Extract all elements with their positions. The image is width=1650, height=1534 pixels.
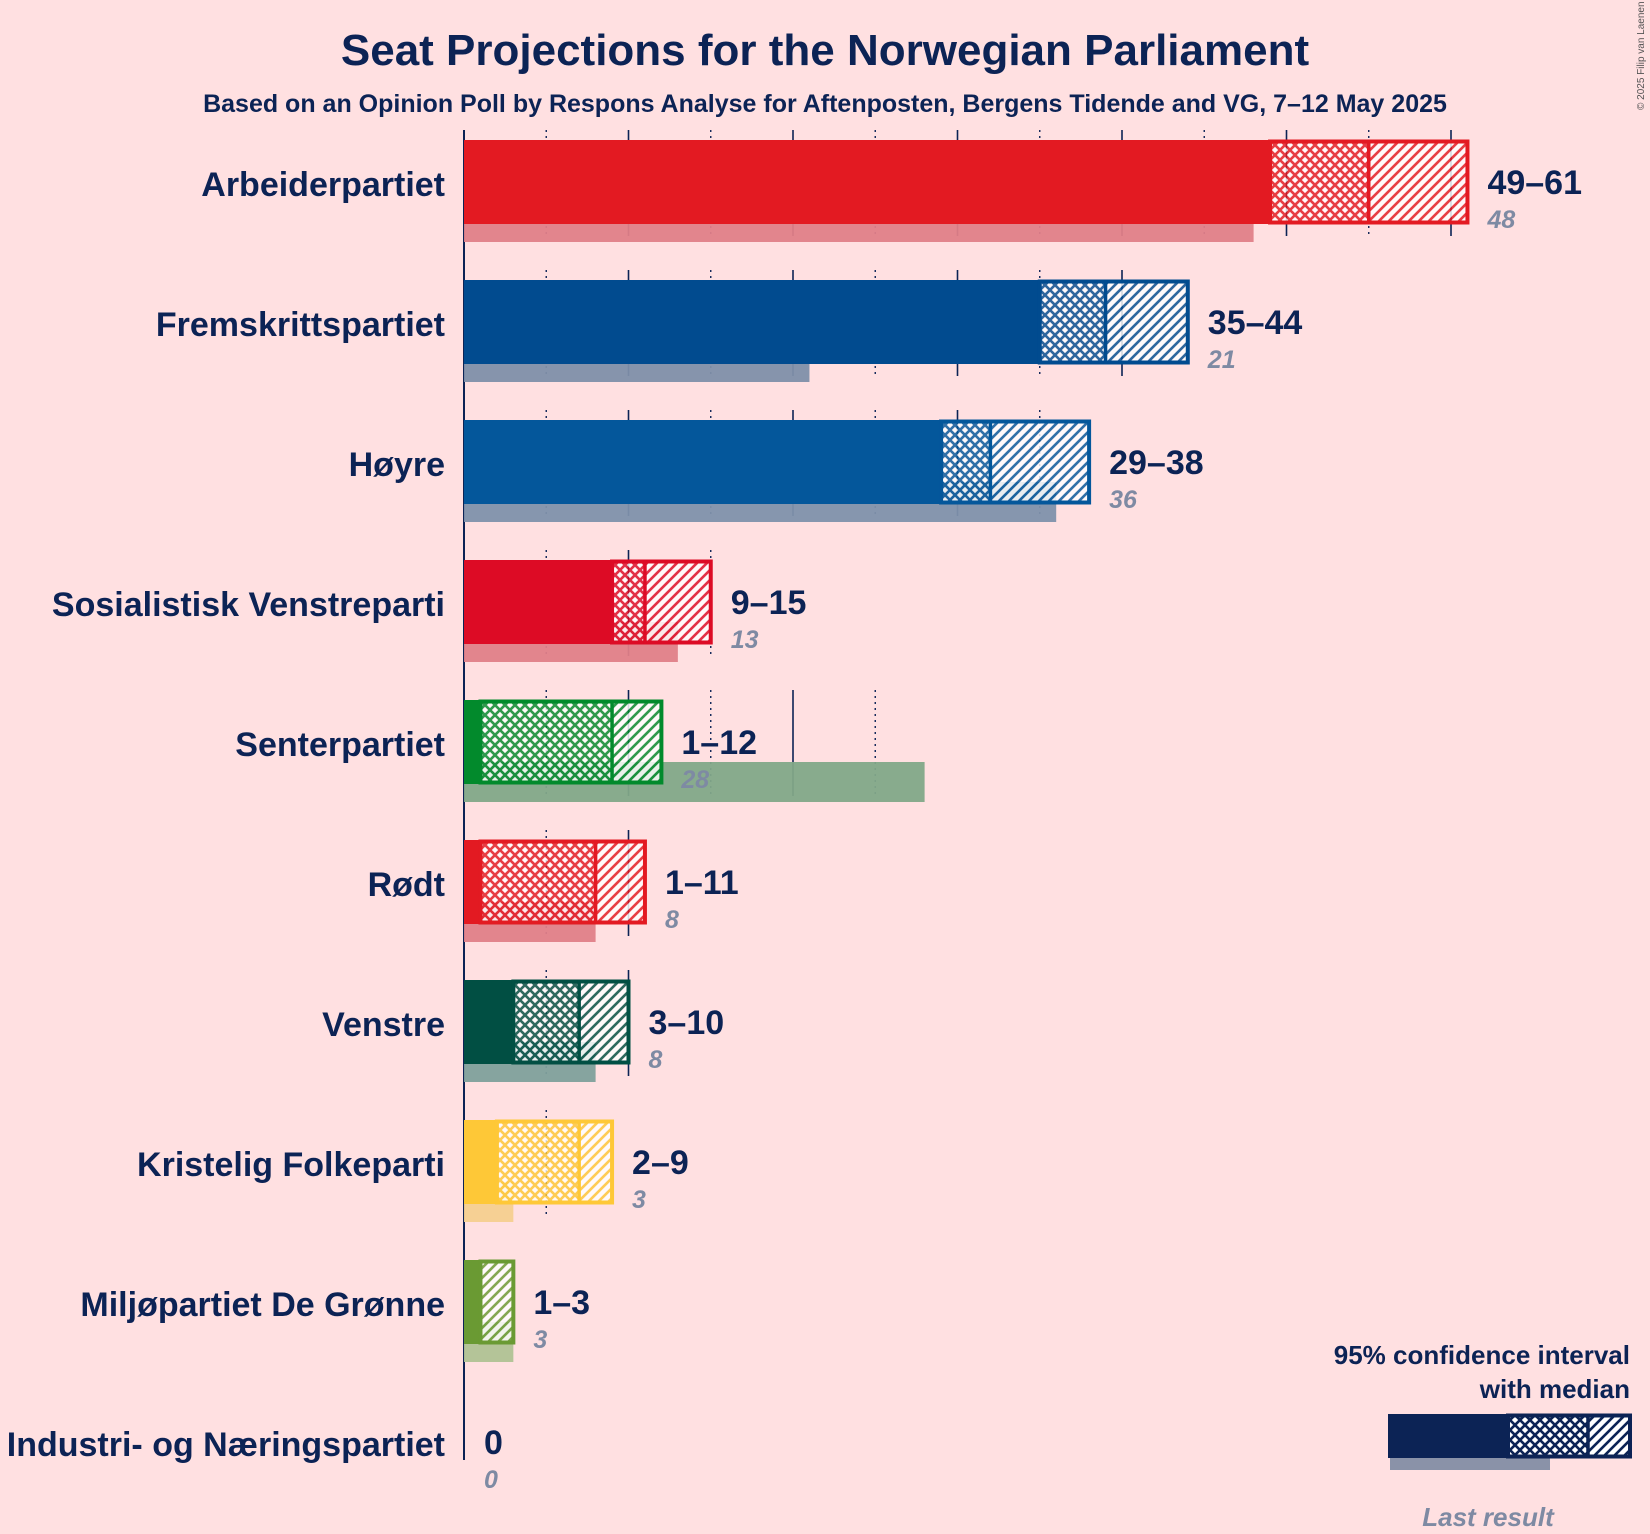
interval-outline (1037, 279, 1190, 365)
projection-solid-bar (464, 140, 1271, 224)
legend-lower-interval-swatch (1508, 1414, 1588, 1458)
party-label: Sosialistisk Venstreparti (52, 586, 445, 624)
projection-lower-interval (612, 560, 645, 644)
labels: Arbeiderpartiet 49–61 48 Fremskrittspartiet… (7, 164, 1582, 1494)
party-label: Rødt (368, 866, 445, 904)
projection-lower-interval (480, 840, 596, 924)
projection-upper-interval (990, 420, 1090, 504)
legend-upper-interval-swatch (1588, 1414, 1630, 1458)
legend-line-1: 95% confidence interval (1334, 1340, 1630, 1370)
legend-last-result: Last result (1422, 1502, 1555, 1532)
bars (464, 139, 1470, 1362)
projection-upper-interval (579, 1120, 613, 1204)
party-label: Arbeiderpartiet (201, 166, 445, 204)
projection-lower-interval (1270, 140, 1369, 224)
party-label: Kristelig Folkeparti (137, 1146, 445, 1184)
range-label: 1–11 (665, 864, 739, 902)
party-label: Høyre (349, 446, 445, 484)
last-result-label: 3 (533, 1326, 547, 1354)
projection-upper-interval (595, 840, 645, 924)
range-label: 9–15 (731, 584, 807, 622)
interval-outline (610, 559, 713, 645)
last-result-label: 21 (1207, 346, 1236, 374)
projection-solid-bar (464, 1260, 481, 1344)
party-label: Miljøpartiet De Grønne (80, 1286, 445, 1324)
legend-line-2: with median (1479, 1374, 1630, 1404)
interval-outline (511, 979, 631, 1065)
projection-lower-interval (513, 980, 580, 1064)
last-result-label: 8 (665, 906, 679, 934)
projection-solid-bar (464, 980, 514, 1064)
chart-title: Seat Projections for the Norwegian Parli… (341, 26, 1310, 75)
projection-solid-bar (464, 840, 481, 924)
party-label: Senterpartiet (235, 726, 445, 764)
projection-lower-interval (941, 420, 991, 504)
range-label: 49–61 (1487, 164, 1582, 202)
last-result-label: 3 (632, 1186, 646, 1214)
last-result-label: 28 (680, 766, 709, 794)
interval-outline (478, 839, 647, 925)
projection-solid-bar (464, 1120, 497, 1204)
projection-upper-interval (1368, 140, 1468, 224)
interval-outline (939, 419, 1092, 505)
interval-outline (494, 1119, 615, 1205)
interval-outline (478, 699, 664, 785)
projection-solid-bar (464, 280, 1040, 364)
legend-solid-swatch (1388, 1414, 1508, 1458)
range-label: 1–12 (681, 724, 757, 762)
range-label: 29–38 (1109, 444, 1204, 482)
last-result-label: 8 (649, 1046, 663, 1074)
projection-upper-interval (579, 980, 629, 1064)
chart-subtitle: Based on an Opinion Poll by Respons Anal… (203, 90, 1447, 118)
projection-lower-interval (1039, 280, 1106, 364)
copyright-notice: © 2025 Filip van Laenen (1636, 1, 1647, 110)
last-result-label: 36 (1109, 486, 1138, 514)
projection-solid-bar (464, 420, 942, 504)
last-result-label: 0 (484, 1466, 498, 1494)
projection-lower-interval (496, 1120, 580, 1204)
party-label: Fremskrittspartiet (156, 306, 445, 344)
range-label: 3–10 (649, 1004, 725, 1042)
projection-lower-interval (480, 700, 613, 784)
range-label: 1–3 (533, 1284, 590, 1322)
legend-interval-outline (1506, 1413, 1632, 1459)
party-label: Industri- og Næringspartiet (7, 1426, 445, 1464)
projection-upper-interval (1105, 280, 1188, 364)
projection-upper-interval (644, 560, 711, 644)
projection-solid-bar (464, 560, 613, 644)
projection-upper-interval (480, 1260, 514, 1344)
party-label: Venstre (322, 1006, 445, 1044)
last-result-label: 48 (1486, 206, 1515, 234)
last-result-label: 13 (731, 626, 759, 654)
projection-solid-bar (464, 700, 481, 784)
range-label: 0 (484, 1424, 503, 1462)
range-label: 2–9 (632, 1144, 689, 1182)
range-label: 35–44 (1208, 304, 1303, 342)
projection-upper-interval (612, 700, 662, 784)
legend: 95% confidence interval with median Last… (1334, 1340, 1632, 1532)
